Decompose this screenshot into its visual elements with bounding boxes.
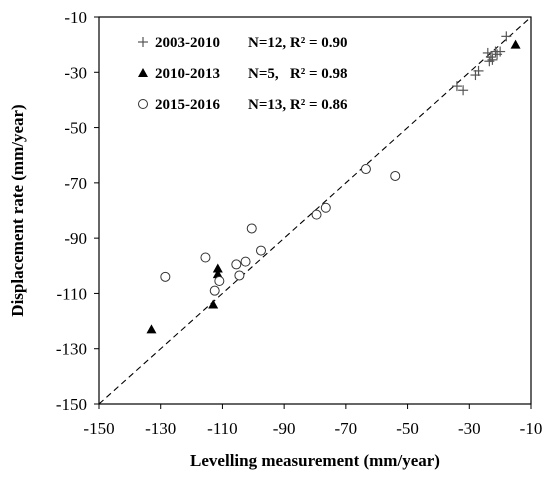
data-point — [240, 256, 251, 267]
data-point — [311, 209, 322, 220]
y-tick-label: -90 — [64, 229, 87, 248]
y-tick-label: -10 — [64, 8, 87, 27]
data-point — [234, 270, 245, 281]
data-points-layer — [146, 31, 521, 334]
x-tick-label: -110 — [207, 419, 238, 438]
reference-line-layer — [98, 16, 532, 405]
y-axis-title: Displacement rate (mm/year) — [8, 104, 27, 316]
data-point — [256, 245, 266, 256]
data-point — [246, 223, 257, 234]
legend-marker — [138, 68, 148, 77]
data-point — [212, 269, 223, 279]
data-point — [320, 202, 331, 213]
data-point — [200, 252, 211, 263]
legend-series-name: 2003-2010 — [155, 35, 220, 51]
x-tick-label: -70 — [335, 419, 358, 438]
legend-series-name: 2010-2013 — [155, 66, 220, 82]
data-point — [458, 85, 469, 96]
data-point — [487, 54, 498, 65]
series-2003-2010 — [451, 31, 512, 96]
x-tick-label: -90 — [273, 419, 296, 438]
plot-frame — [98, 16, 532, 405]
legend-marker — [138, 37, 148, 47]
one-to-one-line — [98, 16, 532, 405]
data-point — [451, 81, 462, 92]
series-2015-2016 — [160, 164, 401, 296]
legend-series-stats: N=5, R² = 0.98 — [248, 66, 348, 82]
legend-series-stats: N=12, R² = 0.90 — [248, 35, 348, 51]
x-axis-title: Levelling measurement (mm/year) — [190, 451, 440, 470]
x-tick-label: -30 — [458, 419, 481, 438]
data-point — [390, 170, 401, 181]
series-2010-2013 — [146, 39, 521, 334]
y-tick-label: -30 — [64, 63, 87, 82]
legend-series-stats: N=13, R² = 0.86 — [248, 97, 348, 113]
y-tick-label: -130 — [56, 340, 87, 359]
legend-marker — [138, 99, 148, 109]
y-tick-label: -150 — [56, 395, 87, 414]
data-point — [495, 46, 506, 57]
data-point — [212, 263, 223, 273]
data-point — [473, 65, 484, 76]
data-point — [214, 275, 225, 286]
data-point — [146, 324, 157, 334]
data-point — [360, 164, 371, 175]
x-tick-label: -50 — [396, 419, 419, 438]
y-tick-label: -110 — [56, 284, 87, 303]
data-point — [208, 299, 219, 309]
data-point — [501, 31, 512, 42]
data-point — [209, 285, 220, 296]
x-tick-label: -150 — [83, 419, 114, 438]
x-tick-label: -10 — [520, 419, 543, 438]
data-point — [160, 271, 171, 282]
y-tick-label: -70 — [64, 174, 87, 193]
legend: 2003-2010 N=12, R² = 0.90 2010-2013 N=5, R²… — [138, 35, 348, 113]
data-point — [231, 259, 242, 270]
x-tick-label: -130 — [145, 419, 176, 438]
y-tick-label: -50 — [64, 119, 87, 138]
data-point — [510, 39, 521, 49]
legend-series-name: 2015-2016 — [155, 97, 220, 113]
axis-ticks-layer: -150 -130 -110 -90 -70 -50 -30 -10 -10 -30 -50 -70 -… — [56, 8, 543, 438]
